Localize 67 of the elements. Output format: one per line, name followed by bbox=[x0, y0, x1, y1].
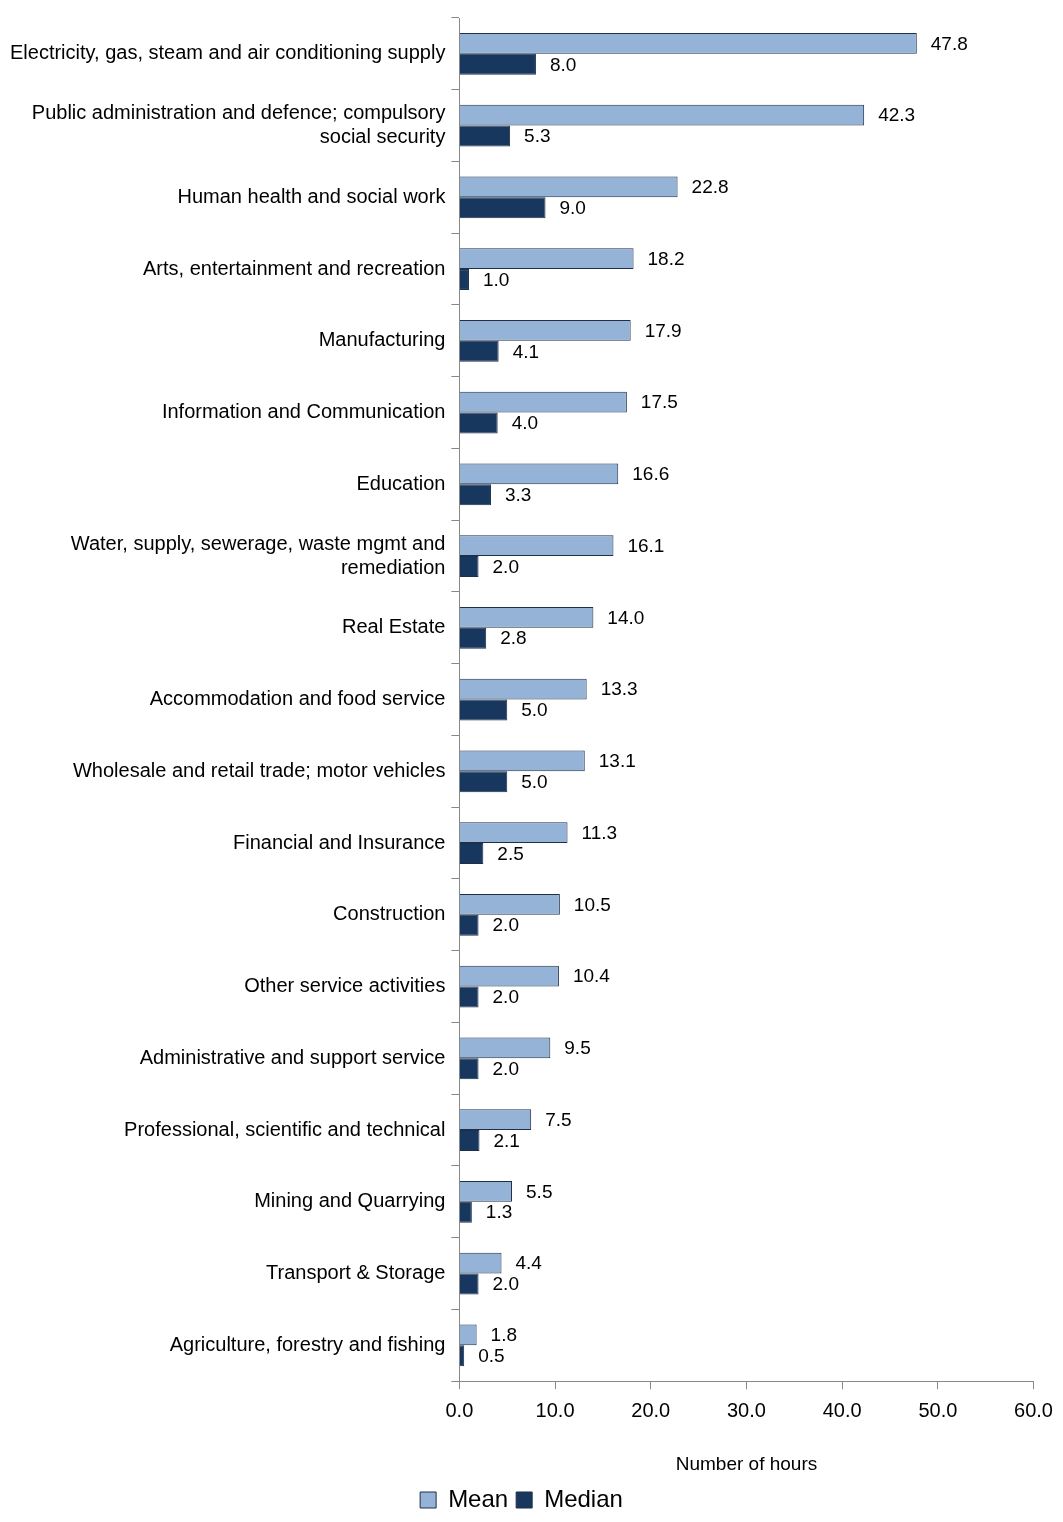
data-label: 5.0 bbox=[521, 770, 548, 792]
data-label: 2.0 bbox=[492, 1057, 519, 1079]
data-label: 2.8 bbox=[500, 627, 527, 649]
data-label: 2.0 bbox=[492, 914, 519, 936]
data-label: 3.3 bbox=[504, 484, 532, 505]
data-label: 2.5 bbox=[497, 842, 524, 864]
data-label: 9.0 bbox=[559, 197, 586, 219]
data-label: 47.8 bbox=[930, 32, 968, 54]
data-label: 1.3 bbox=[485, 1201, 513, 1223]
y-tick-label: Mining and Quarrying bbox=[254, 1189, 446, 1212]
data-label: 42.3 bbox=[878, 104, 916, 126]
y-tick-label: Arts, entertainment and recreation bbox=[143, 256, 446, 279]
data-label: 9.5 bbox=[564, 1037, 591, 1059]
x-tick-label: 10.0 bbox=[535, 1398, 575, 1421]
y-tick-label: Financial and Insurance bbox=[233, 830, 446, 853]
data-label: 13.1 bbox=[598, 750, 636, 772]
data-label: 2.0 bbox=[492, 986, 519, 1008]
data-label: 8.0 bbox=[549, 53, 577, 75]
y-tick-label: Information and Communication bbox=[161, 400, 446, 423]
data-label: 14.0 bbox=[607, 606, 645, 628]
data-label: 2.1 bbox=[493, 1129, 520, 1151]
y-tick-label: Human health and social work bbox=[177, 184, 447, 207]
data-label: 4.1 bbox=[512, 340, 540, 362]
legend-label: Mean bbox=[448, 1484, 509, 1512]
data-label: 10.5 bbox=[573, 893, 611, 915]
y-tick-label: Professional, scientific and technical bbox=[124, 1117, 446, 1140]
data-label: 16.6 bbox=[632, 463, 670, 485]
x-axis-title: Number of hours bbox=[675, 1452, 818, 1474]
data-label: 17.5 bbox=[640, 391, 678, 413]
y-tick-label: Electricity, gas, steam and air conditioning supply bbox=[9, 41, 446, 64]
x-tick-label: 60.0 bbox=[1014, 1398, 1054, 1421]
y-tick-label: Wholesale and retail trade; motor vehicles bbox=[72, 758, 446, 781]
data-label: 13.3 bbox=[600, 678, 638, 700]
y-tick-label: Water, supply, sewerage, waste mgmt and remediation bbox=[70, 531, 446, 578]
x-tick-label: 20.0 bbox=[631, 1398, 671, 1421]
data-label: 1.0 bbox=[482, 268, 510, 290]
x-tick-label: 0.0 bbox=[445, 1398, 474, 1421]
data-label: 2.0 bbox=[492, 555, 519, 577]
data-label: 22.8 bbox=[691, 176, 729, 198]
data-label: 4.4 bbox=[515, 1252, 543, 1274]
y-tick-label: Construction bbox=[333, 902, 446, 925]
data-label: 5.0 bbox=[521, 699, 548, 721]
y-tick-label: Manufacturing bbox=[318, 328, 446, 351]
y-tick-label: Education bbox=[356, 471, 446, 494]
data-label: 5.3 bbox=[524, 125, 551, 147]
y-tick-label: Transport & Storage bbox=[266, 1261, 446, 1284]
y-tick-label: Agriculture, forestry and fishing bbox=[169, 1332, 446, 1355]
data-label: 16.1 bbox=[627, 534, 665, 556]
data-label: 10.4 bbox=[572, 965, 611, 987]
x-tick-label: 30.0 bbox=[727, 1398, 766, 1421]
data-label: 4.0 bbox=[511, 412, 539, 434]
data-label: 7.5 bbox=[545, 1108, 572, 1130]
data-label: 5.5 bbox=[526, 1180, 553, 1202]
data-label: 2.0 bbox=[492, 1273, 519, 1295]
y-tick-label: Real Estate bbox=[342, 615, 446, 638]
y-tick-label: Accommodation and food service bbox=[149, 687, 446, 710]
x-tick-label: 50.0 bbox=[918, 1398, 958, 1421]
data-label: 18.2 bbox=[647, 247, 685, 269]
y-tick-label: Public administration and defence; compulsory social security bbox=[31, 101, 446, 148]
y-tick-label: Other service activities bbox=[244, 974, 446, 997]
legend-label: Median bbox=[544, 1484, 623, 1512]
data-label: 17.9 bbox=[644, 319, 682, 341]
x-tick-label: 40.0 bbox=[822, 1398, 862, 1421]
data-label: 11.3 bbox=[581, 821, 618, 843]
data-label: 0.5 bbox=[478, 1344, 505, 1366]
y-tick-label: Administrative and support service bbox=[139, 1045, 446, 1068]
data-label: 1.8 bbox=[490, 1324, 518, 1346]
